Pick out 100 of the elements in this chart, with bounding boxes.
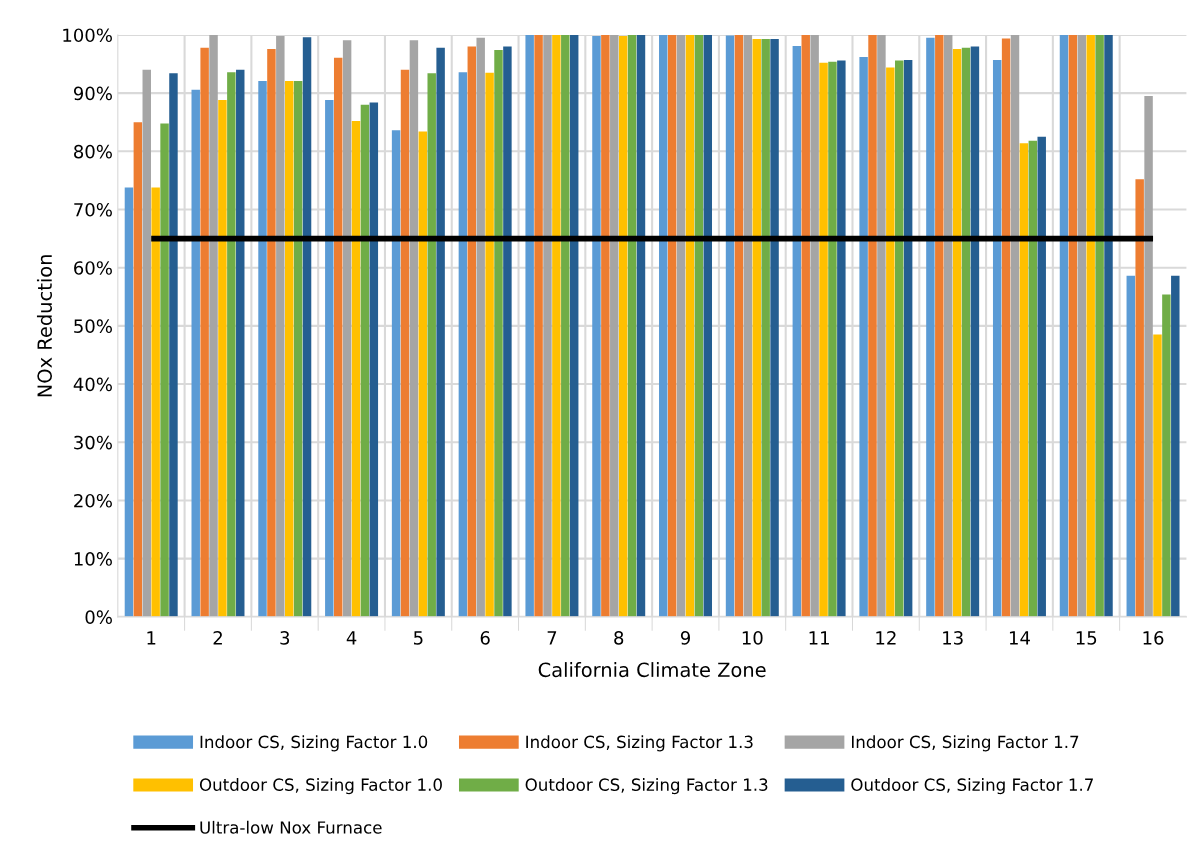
- y-tick-label: 90%: [73, 86, 112, 101]
- y-axis-title: NOx Reduction: [36, 255, 53, 397]
- bar: [293, 80, 303, 617]
- bar: [1171, 275, 1180, 617]
- bar: [1095, 34, 1104, 617]
- bar: [503, 46, 512, 617]
- x-tick-label: 1: [147, 631, 156, 645]
- bar: [427, 73, 436, 617]
- bar: [618, 36, 628, 617]
- y-tick-label: 20%: [74, 493, 112, 508]
- bar: [819, 62, 828, 617]
- bar: [133, 122, 143, 617]
- bar: [734, 34, 744, 617]
- bar: [859, 57, 868, 617]
- bar: [1010, 34, 1020, 617]
- x-tick-label: 12: [876, 631, 896, 645]
- bar: [494, 50, 503, 617]
- bar: [961, 47, 971, 617]
- x-tick-label: 14: [1009, 631, 1030, 645]
- bar: [627, 34, 637, 617]
- legend-label: Indoor CS, Sizing Factor 1.0: [200, 735, 428, 752]
- bar: [1028, 140, 1038, 617]
- bar: [124, 187, 134, 617]
- bar: [467, 46, 477, 617]
- y-tick-label: 10%: [74, 552, 112, 566]
- bar: [1144, 96, 1153, 617]
- bar: [676, 34, 686, 617]
- y-tick-label: 80%: [74, 144, 112, 159]
- bar: [725, 35, 735, 617]
- bar: [351, 121, 361, 617]
- bar: [703, 34, 713, 617]
- bar: [659, 34, 668, 617]
- bar: [1077, 34, 1087, 617]
- bar: [418, 131, 428, 617]
- bar: [169, 73, 178, 617]
- x-tick-label: 13: [943, 631, 963, 645]
- bar: [400, 69, 410, 617]
- bar: [770, 39, 779, 617]
- bar: [801, 34, 810, 617]
- bar: [276, 36, 285, 617]
- bar: [1104, 34, 1113, 617]
- y-tick-label: 100%: [63, 28, 112, 43]
- bar: [903, 59, 913, 617]
- bar: [227, 72, 236, 617]
- bar: [534, 34, 543, 617]
- bar: [285, 80, 294, 617]
- bar: [667, 34, 677, 617]
- bar: [837, 60, 846, 617]
- bar: [610, 34, 619, 617]
- x-tick-label: 2: [213, 631, 222, 645]
- x-axis-title: California Climate Zone: [538, 662, 766, 678]
- y-tick-label: 40%: [73, 377, 112, 392]
- bar: [636, 34, 646, 617]
- bar: [1068, 34, 1078, 617]
- bar: [926, 37, 935, 617]
- bar: [1135, 179, 1144, 617]
- bar: [333, 57, 343, 617]
- y-tick-label: 30%: [74, 435, 112, 450]
- bar: [191, 89, 200, 617]
- bar: [342, 40, 352, 617]
- bar: [369, 102, 379, 617]
- legend-label: Outdoor CS, Sizing Factor 1.0: [199, 778, 442, 795]
- bar: [476, 37, 485, 617]
- bar: [1001, 38, 1011, 617]
- bar: [743, 34, 753, 617]
- bar: [877, 34, 886, 617]
- bar: [828, 61, 837, 617]
- bar: [200, 47, 209, 617]
- x-tick-label: 8: [614, 631, 624, 645]
- bar: [592, 36, 601, 617]
- bar: [525, 34, 534, 617]
- bar: [752, 39, 761, 617]
- bar: [685, 34, 695, 617]
- bar: [886, 67, 895, 617]
- bar: [992, 59, 1002, 617]
- bar: [160, 123, 169, 617]
- bar: [810, 34, 819, 617]
- legend-label: Ultra-low Nox Furnace: [200, 820, 382, 834]
- bar: [1037, 136, 1046, 617]
- x-tick-label: 3: [280, 631, 290, 645]
- bar: [569, 34, 579, 617]
- bar: [895, 60, 904, 617]
- bar: [943, 34, 953, 617]
- legend-label: Outdoor CS, Sizing Factor 1.3: [525, 778, 768, 795]
- y-tick-label: 0%: [85, 610, 112, 624]
- legend-label: Indoor CS, Sizing Factor 1.7: [851, 735, 1079, 752]
- bar: [209, 34, 218, 617]
- bar: [218, 100, 227, 617]
- bar: [151, 187, 160, 617]
- legend-label: Indoor CS, Sizing Factor 1.3: [526, 735, 753, 752]
- bar: [302, 37, 312, 617]
- y-tick-label: 70%: [74, 202, 112, 217]
- bar: [409, 40, 419, 617]
- legend-label: Outdoor CS, Sizing Factor 1.7: [851, 778, 1093, 795]
- bar: [1059, 34, 1069, 617]
- x-tick-label: 11: [809, 631, 829, 645]
- bar: [436, 47, 445, 617]
- bar: [142, 69, 151, 617]
- bar: [258, 80, 267, 617]
- x-tick-label: 10: [742, 631, 763, 645]
